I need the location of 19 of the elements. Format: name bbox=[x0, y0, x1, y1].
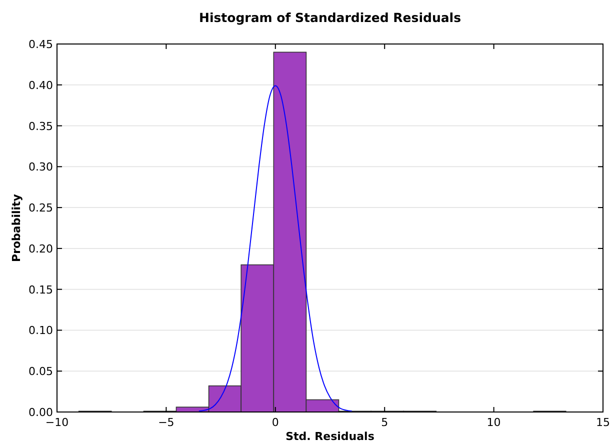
y-tick-label: 0.45 bbox=[28, 38, 53, 51]
y-axis-title: Probability bbox=[10, 194, 23, 262]
y-tick-label: 0.30 bbox=[28, 160, 53, 174]
x-tick-label: 5 bbox=[381, 416, 388, 429]
y-tick-label: 0.00 bbox=[28, 406, 53, 419]
y-tick-label: 0.10 bbox=[28, 324, 53, 338]
x-axis-title: Std. Residuals bbox=[286, 430, 375, 443]
chart-title: Histogram of Standardized Residuals bbox=[198, 10, 462, 25]
x-tick-label: 0 bbox=[272, 416, 279, 429]
y-tick-label: 0.35 bbox=[28, 120, 53, 133]
y-tick-label: 0.15 bbox=[28, 283, 53, 296]
y-tick-label: 0.20 bbox=[28, 242, 53, 256]
y-tick-label: 0.05 bbox=[28, 365, 53, 378]
x-tick-label: 15 bbox=[596, 416, 610, 429]
y-tick-label: 0.25 bbox=[28, 202, 53, 215]
x-tick-label: 10 bbox=[486, 416, 501, 429]
x-tick-label: −10 bbox=[45, 416, 69, 429]
x-tick-label: −5 bbox=[158, 416, 174, 429]
y-tick-label: 0.40 bbox=[28, 78, 53, 92]
